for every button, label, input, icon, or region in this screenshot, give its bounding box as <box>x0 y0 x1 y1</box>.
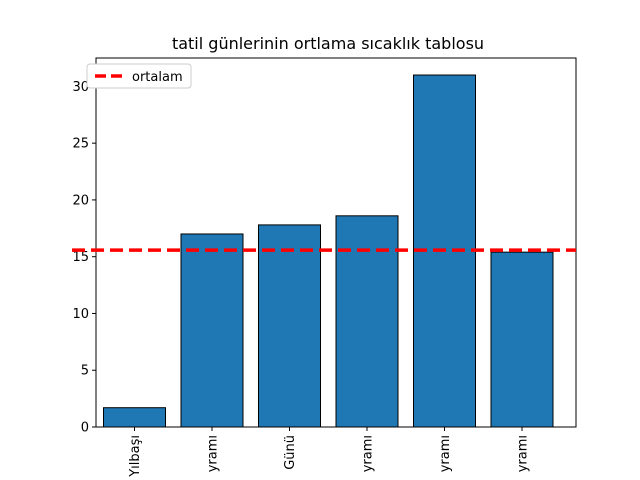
bar <box>258 224 321 428</box>
y-tick-label: 5 <box>81 364 89 379</box>
x-tick-label: yramı <box>438 435 453 472</box>
x-tick-label: yramı <box>206 435 221 472</box>
y-tick-label: 20 <box>72 193 89 208</box>
x-tick-label: yramı <box>361 435 376 472</box>
x-tick-label: yramı <box>516 435 531 472</box>
bar <box>490 251 554 428</box>
axes-frame <box>95 57 577 428</box>
x-tick-label: Yılbaşı <box>128 435 143 478</box>
x-tick-label: Günü <box>283 435 298 470</box>
bar <box>180 233 244 428</box>
legend: ortalam <box>86 63 192 89</box>
y-tick-label: 25 <box>72 137 89 152</box>
bar <box>103 407 166 428</box>
y-tick-label: 15 <box>72 250 89 265</box>
chart-title: tatil günlerinin ortlama sıcaklık tablos… <box>172 34 484 53</box>
legend-frame <box>86 63 192 89</box>
y-tick-label: 0 <box>81 421 89 436</box>
y-tick-label: 10 <box>72 307 89 322</box>
plot-area: 0 5 10 15 20 25 30 Yılbaşı yramı Günü yramı yramı yr… <box>72 57 577 478</box>
bar <box>335 215 399 428</box>
y-tick-label: 30 <box>72 80 89 95</box>
legend-label: ortalam <box>132 70 183 85</box>
